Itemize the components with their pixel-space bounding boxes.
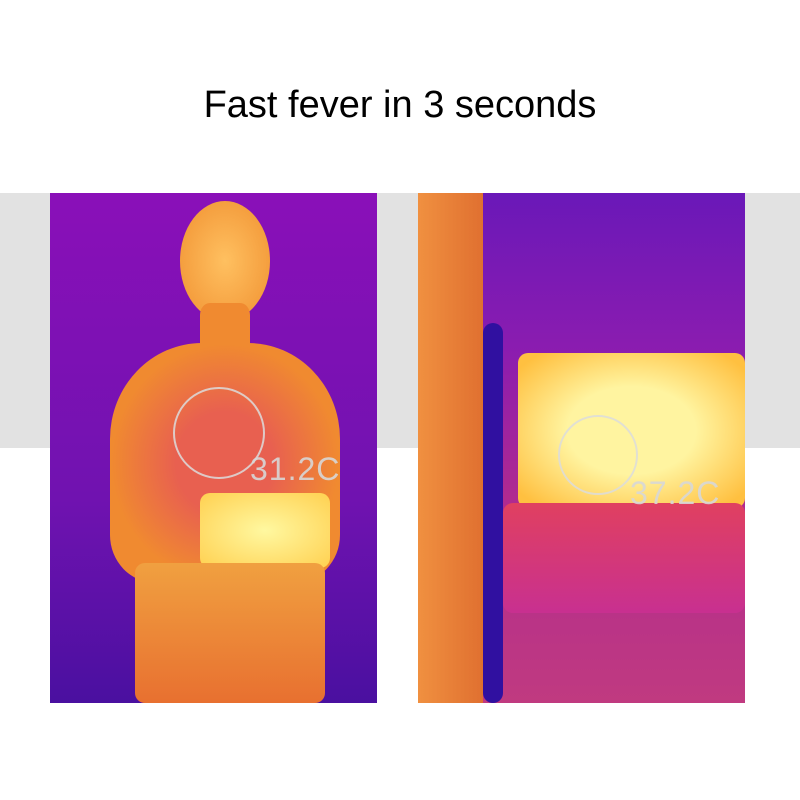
thermal-image-front: 31.2C xyxy=(50,193,377,703)
thermal-image-side: 37.2C xyxy=(418,193,745,703)
temperature-reading: 37.2C xyxy=(630,475,721,511)
measurement-circle xyxy=(558,415,638,495)
measurement-circle xyxy=(173,387,265,479)
page-title: Fast fever in 3 seconds xyxy=(203,84,597,126)
temperature-reading: 31.2C xyxy=(250,451,341,487)
